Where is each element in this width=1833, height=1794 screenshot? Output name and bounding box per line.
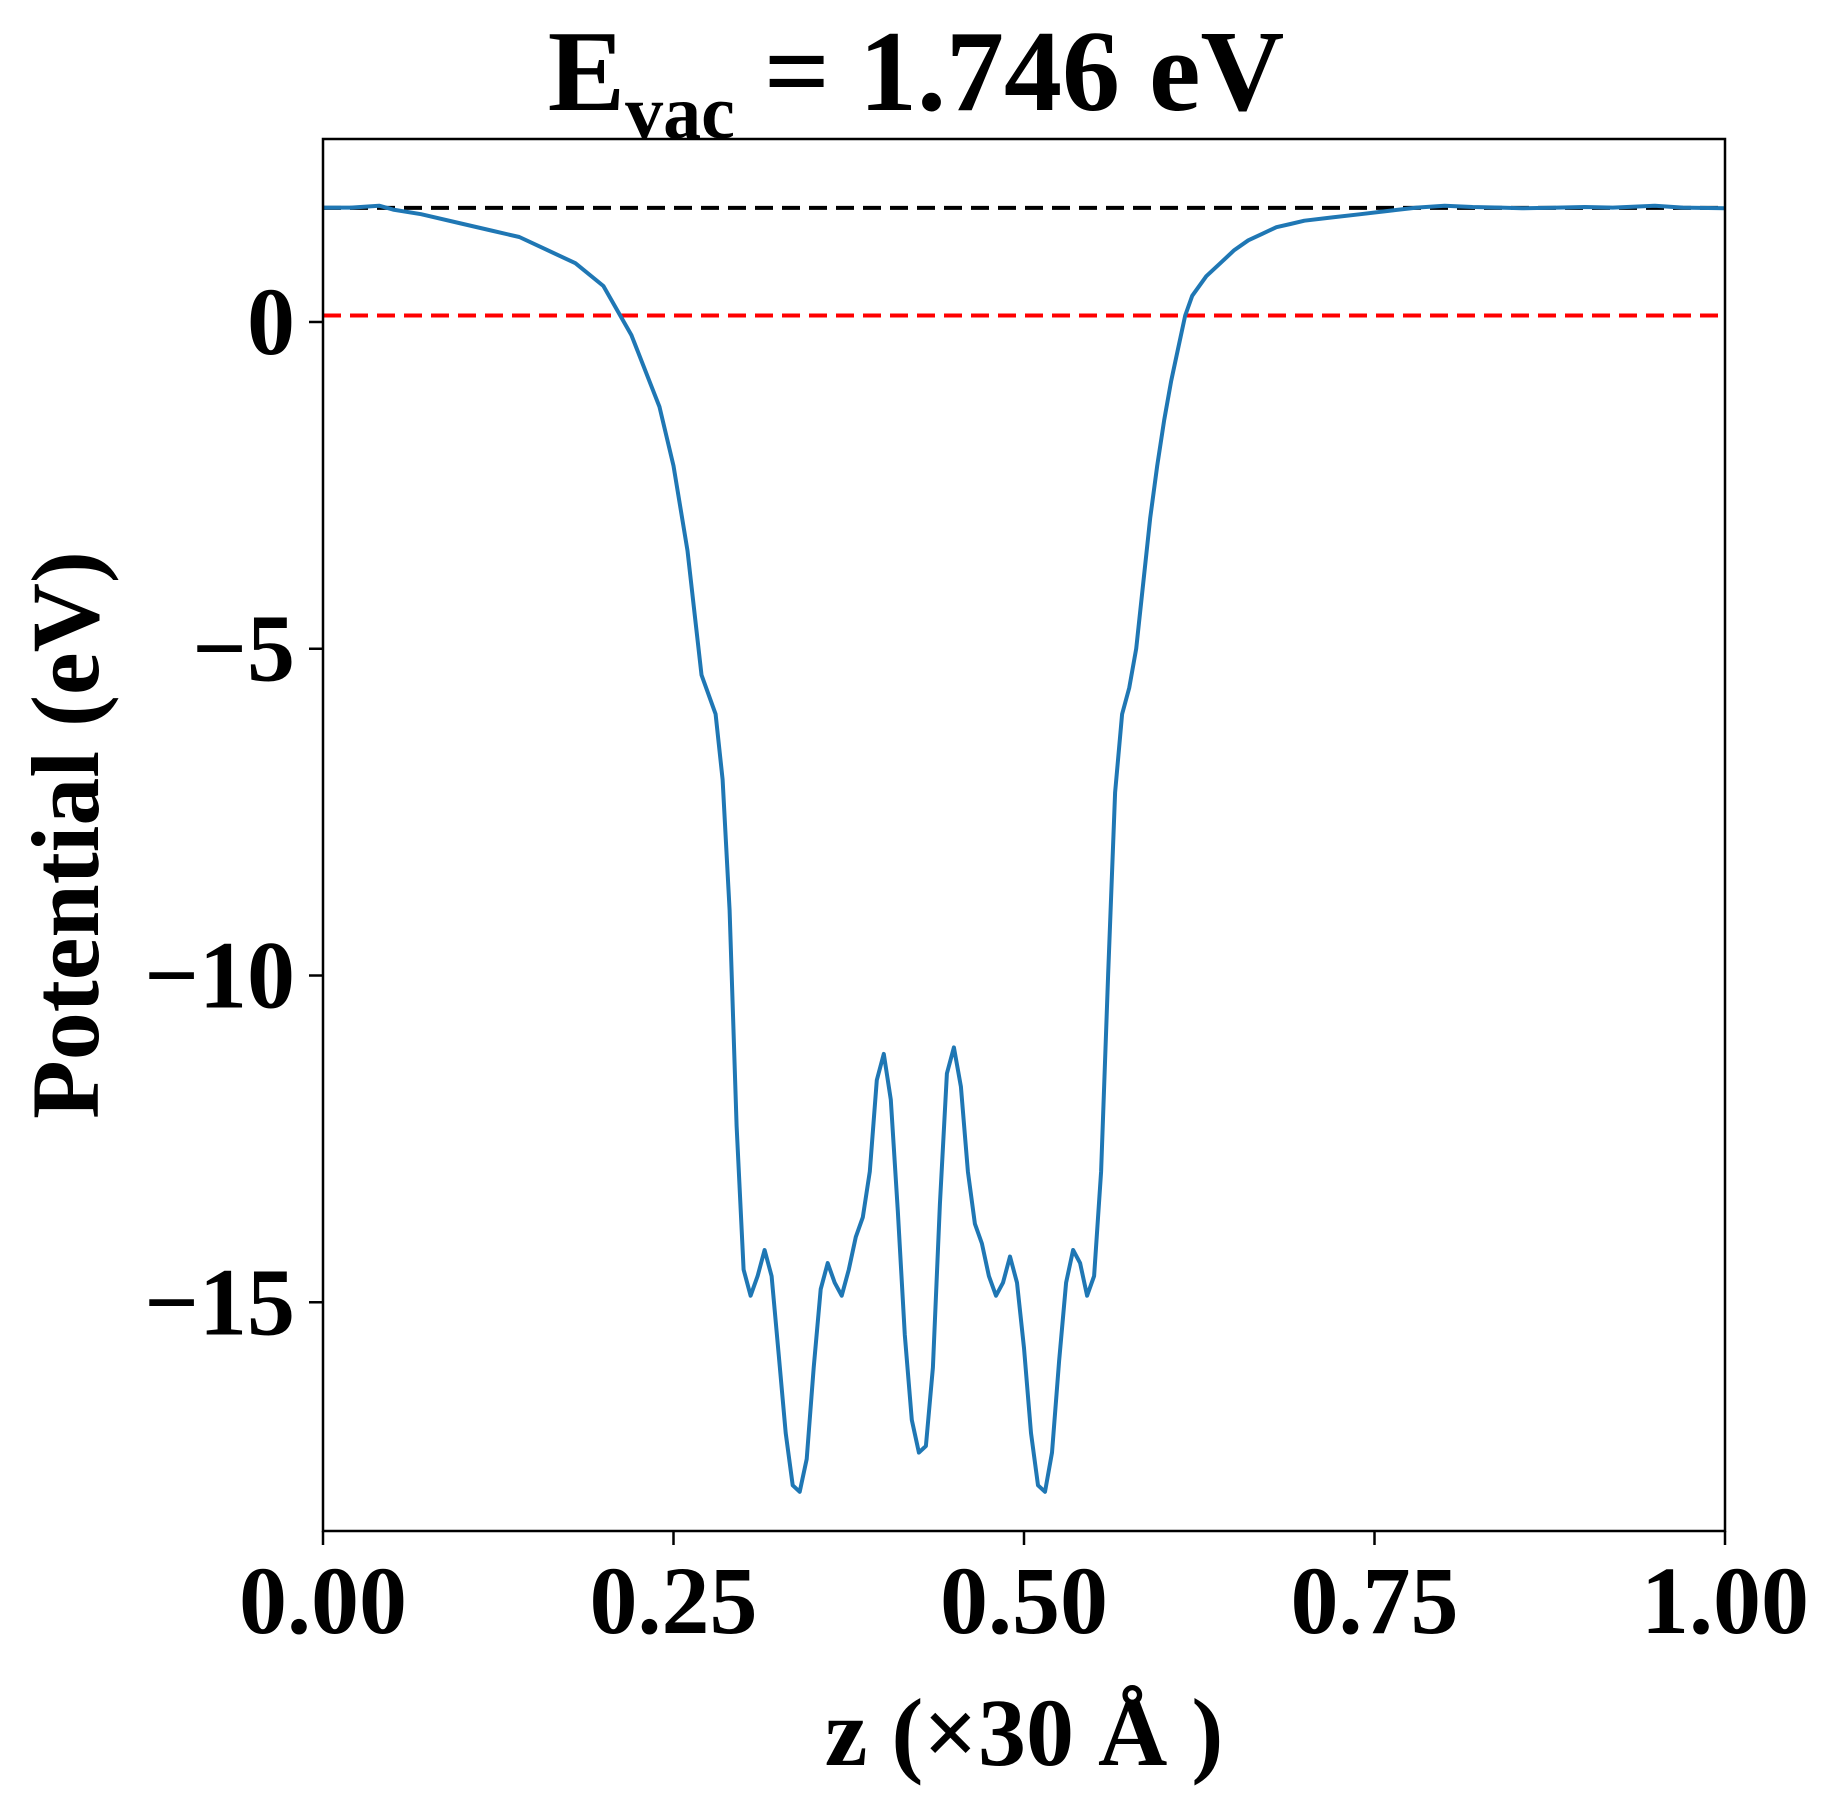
x-tick-label: 0.00 (239, 1547, 407, 1654)
axes-frame (321, 137, 1727, 1533)
y-tick-label: 0 (247, 268, 295, 375)
x-axis-ticks: 0.00 0.25 0.50 0.75 1.00 (239, 1531, 1809, 1654)
y-tick-label: −5 (192, 595, 295, 702)
y-tick-label: −10 (144, 922, 295, 1029)
plot-area (323, 203, 1726, 1494)
x-tick-label: 0.25 (590, 1547, 758, 1654)
potential-series-line (323, 203, 1726, 1494)
chart-title: Evac = 1.746 eV (548, 8, 1284, 155)
title-main: E (548, 8, 625, 136)
x-axis-label: z (×30 Å ) (825, 1679, 1224, 1786)
x-tick-label: 0.50 (940, 1547, 1108, 1654)
y-axis-ticks: 0 −5 −10 −15 (144, 268, 323, 1355)
x-tick-label: 1.00 (1641, 1547, 1809, 1654)
title-subscript: vac (625, 71, 735, 155)
y-tick-label: −15 (144, 1248, 295, 1355)
title-rest: = 1.746 eV (735, 8, 1284, 136)
x-tick-label: 0.75 (1291, 1547, 1459, 1654)
y-axis-label: Potential (eV) (12, 551, 119, 1119)
